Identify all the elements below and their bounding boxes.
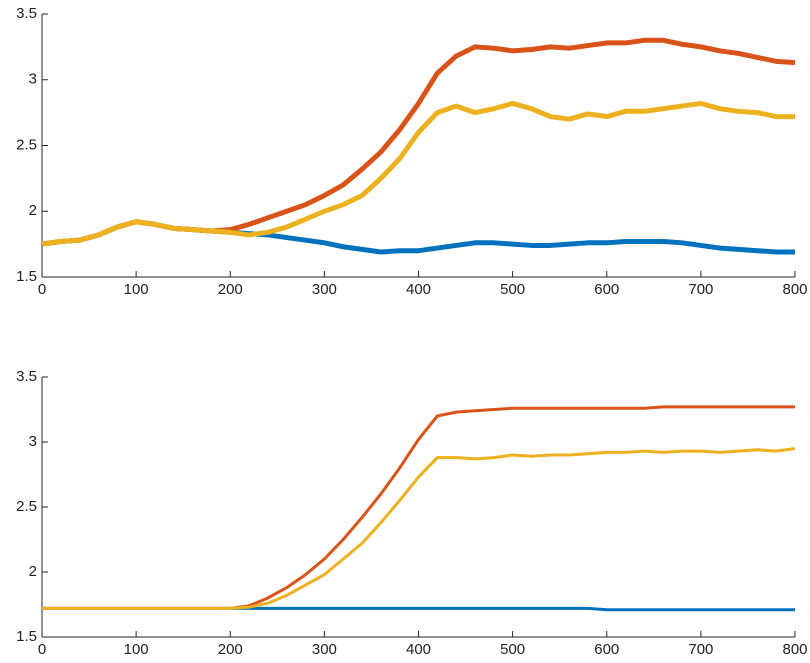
series-line <box>42 405 795 610</box>
y-tick-label: 2.5 <box>16 498 37 515</box>
x-tick-label: 200 <box>218 281 243 298</box>
x-tick-label: 0 <box>38 641 46 658</box>
x-tick-label: 700 <box>688 281 713 298</box>
x-tick-label: 800 <box>782 641 807 658</box>
x-tick-label: 100 <box>124 641 149 658</box>
x-tick-label: 600 <box>594 641 619 658</box>
x-tick-label: 500 <box>500 281 525 298</box>
x-tick-label: 300 <box>312 641 337 658</box>
x-tick-label: 300 <box>312 281 337 298</box>
y-tick-label: 3.5 <box>16 368 37 385</box>
series-line <box>41 100 795 247</box>
x-tick-label: 400 <box>406 281 431 298</box>
x-tick-label: 600 <box>594 281 619 298</box>
x-tick-label: 400 <box>406 641 431 658</box>
y-tick-label: 2.5 <box>16 136 37 153</box>
y-tick-label: 1.5 <box>16 628 37 645</box>
y-tick-label: 2 <box>29 563 37 580</box>
x-tick-label: 100 <box>124 281 149 298</box>
y-tick-label: 1.5 <box>16 268 37 285</box>
y-tick-label: 3 <box>29 433 37 450</box>
x-tick-label: 0 <box>38 281 46 298</box>
x-tick-label: 200 <box>218 641 243 658</box>
x-tick-label: 800 <box>782 281 807 298</box>
series-line <box>41 37 796 247</box>
y-tick-label: 2 <box>29 202 37 219</box>
x-tick-label: 500 <box>500 641 525 658</box>
series-line <box>42 447 796 610</box>
y-tick-label: 3 <box>29 71 37 88</box>
x-tick-label: 700 <box>688 641 713 658</box>
y-tick-label: 3.5 <box>16 5 37 22</box>
